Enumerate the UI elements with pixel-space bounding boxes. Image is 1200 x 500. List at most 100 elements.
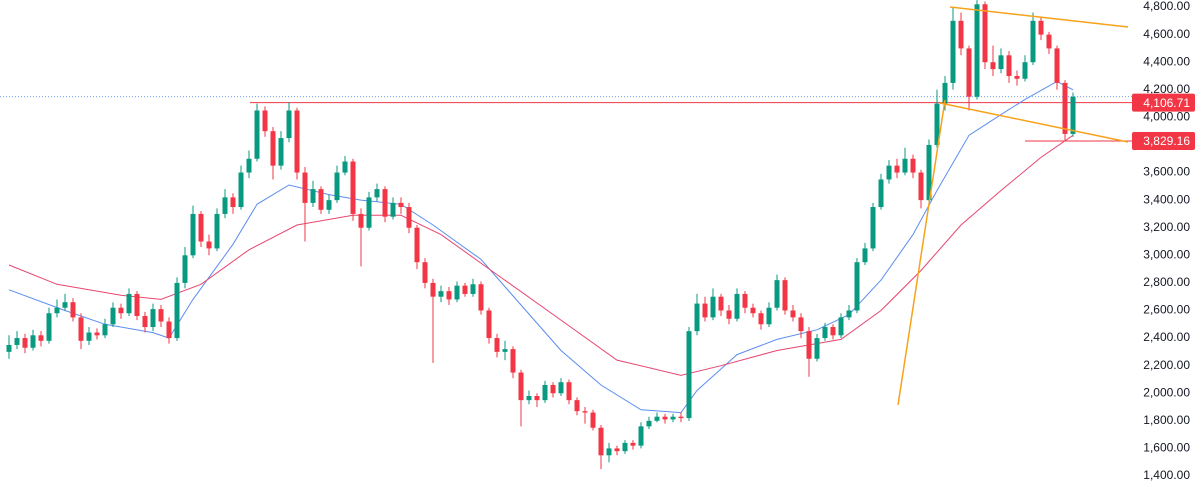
candle-body — [942, 82, 948, 104]
candle-body — [822, 327, 828, 339]
candle-body — [302, 172, 308, 203]
candle-body — [846, 310, 852, 318]
candle-body — [86, 332, 92, 341]
candle-body — [22, 338, 28, 348]
y-tick-label: 2,200.00 — [1143, 358, 1190, 372]
candle-body — [222, 197, 228, 214]
candle-body — [814, 338, 820, 359]
y-tick-label: 4,600.00 — [1143, 27, 1190, 41]
price-tag — [1132, 131, 1195, 150]
candle-body — [534, 396, 540, 401]
price-tag — [1132, 93, 1195, 112]
y-tick-label: 4,200.00 — [1143, 82, 1190, 96]
candle-body — [54, 307, 60, 314]
candle-body — [166, 321, 172, 339]
y-tick-label: 4,800.00 — [1143, 0, 1190, 13]
candle-body — [1014, 76, 1020, 79]
candle-body — [686, 331, 692, 419]
candle-body — [646, 420, 652, 427]
candle-body — [590, 412, 596, 428]
price-tag-label: 4,106.71 — [1143, 96, 1190, 110]
candle-body — [774, 280, 780, 308]
candle-body — [318, 189, 324, 210]
candle-body — [878, 179, 884, 208]
candle-body — [334, 172, 340, 201]
candle-body — [142, 316, 148, 328]
candle-body — [742, 293, 748, 308]
candle-body — [662, 416, 668, 420]
candle-body — [94, 332, 100, 336]
candle-body — [790, 310, 796, 318]
candle-body — [910, 158, 916, 173]
moving-average — [8, 134, 1074, 376]
candle-body — [806, 331, 812, 359]
candle-body — [862, 248, 868, 263]
candle-body — [510, 349, 516, 373]
candle-body — [606, 448, 612, 456]
candle-body — [158, 309, 164, 322]
candle-body — [566, 382, 572, 401]
candle-body — [190, 213, 196, 256]
candle-body — [102, 324, 108, 336]
candle-body — [374, 189, 380, 198]
candle-body — [526, 396, 532, 401]
candle-body — [262, 110, 268, 132]
candle-body — [1062, 82, 1068, 134]
candle-body — [246, 158, 252, 173]
candle-body — [854, 262, 860, 311]
candle-body — [278, 138, 284, 166]
candle-body — [110, 307, 116, 325]
candle-body — [782, 280, 788, 311]
candle-body — [414, 227, 420, 263]
candle-body — [350, 161, 356, 214]
candle-body — [270, 131, 276, 166]
candle-body — [766, 307, 772, 325]
candle-body — [206, 241, 212, 249]
y-tick-label: 3,600.00 — [1143, 165, 1190, 179]
candle-body — [1030, 20, 1036, 63]
moving-average — [8, 80, 1074, 414]
y-tick-label: 3,400.00 — [1143, 192, 1190, 206]
candle-body — [6, 344, 12, 352]
candle-body — [182, 255, 188, 283]
y-tick-label: 4,400.00 — [1143, 54, 1190, 68]
candle-body — [446, 291, 452, 300]
candle-body — [574, 400, 580, 412]
candle-body — [726, 310, 732, 319]
candle-body — [1070, 96, 1076, 134]
candle-body — [382, 189, 388, 217]
candle-body — [294, 110, 300, 173]
candle-body — [462, 285, 468, 294]
candle-body — [494, 338, 500, 352]
candle-body — [750, 307, 756, 314]
candle-body — [502, 349, 508, 352]
y-tick-label: 3,200.00 — [1143, 220, 1190, 234]
candle-body — [214, 213, 220, 249]
candle-body — [974, 4, 980, 97]
candle-body — [62, 302, 68, 308]
candle-body — [430, 282, 436, 297]
candle-body — [134, 293, 140, 316]
candle-body — [438, 291, 444, 297]
candle-body — [734, 293, 740, 319]
candle-body — [1006, 55, 1012, 76]
candle-body — [1022, 62, 1028, 79]
y-tick-label: 2,400.00 — [1143, 330, 1190, 344]
candle-body — [582, 411, 588, 413]
candle-body — [286, 110, 292, 139]
candle-body — [14, 338, 20, 345]
y-tick-label: 1,800.00 — [1143, 413, 1190, 427]
candle-body — [358, 213, 364, 228]
candle-body — [78, 317, 84, 341]
y-tick-label: 4,000.00 — [1143, 110, 1190, 124]
candle-body — [614, 448, 620, 452]
y-tick-label: 2,600.00 — [1143, 303, 1190, 317]
candle-body — [694, 303, 700, 332]
candle-body — [326, 200, 332, 210]
price-tag-label: 3,829.16 — [1143, 134, 1190, 148]
candle-body — [38, 335, 44, 341]
candle-body — [710, 296, 716, 318]
trendline — [897, 99, 946, 406]
trendline — [949, 6, 1129, 28]
